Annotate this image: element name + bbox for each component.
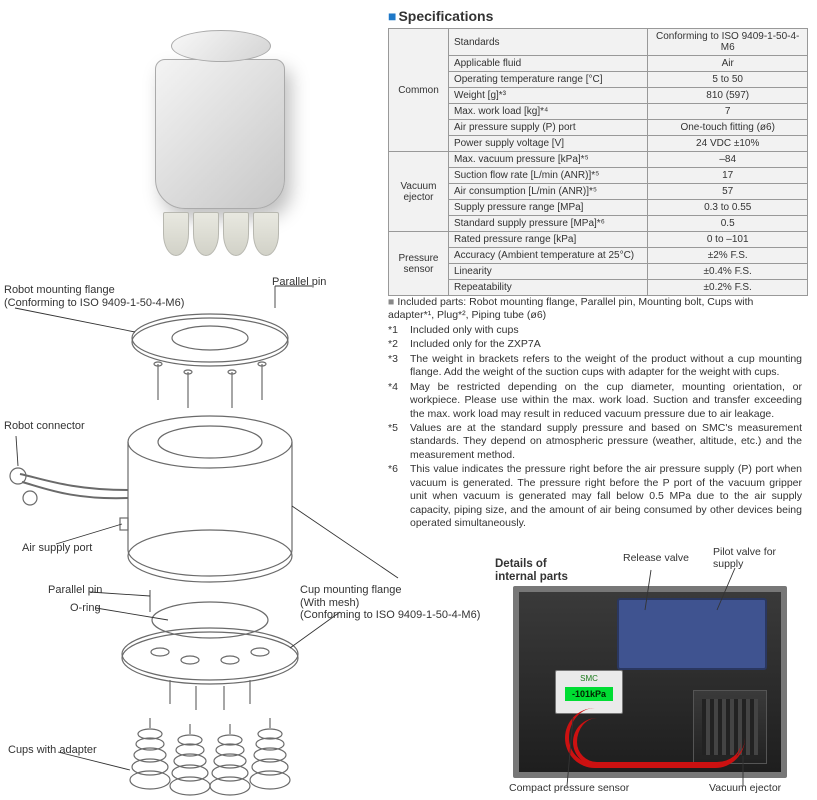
spec-row: Repeatability±0.2% F.S. bbox=[389, 280, 808, 296]
spec-row: Weight [g]*³810 (597) bbox=[389, 88, 808, 104]
spec-value: –84 bbox=[648, 152, 808, 168]
spec-row: Operating temperature range [°C]5 to 50 bbox=[389, 72, 808, 88]
spec-param: Max. vacuum pressure [kPa]*⁵ bbox=[448, 152, 647, 168]
spec-note: *6This value indicates the pressure righ… bbox=[388, 463, 802, 530]
spec-param: Applicable fluid bbox=[448, 56, 647, 72]
spec-param: Weight [g]*³ bbox=[448, 88, 647, 104]
spec-param: Linearity bbox=[448, 264, 647, 280]
spec-param: Air consumption [L/min (ANR)]*⁵ bbox=[448, 184, 647, 200]
spec-param: Rated pressure range [kPa] bbox=[448, 232, 647, 248]
spec-row: Power supply voltage [V]24 VDC ±10% bbox=[389, 136, 808, 152]
note-text: The weight in brackets refers to the wei… bbox=[410, 353, 802, 380]
exploded-diagram: Parallel pin Robot mounting flange (Conf… bbox=[0, 260, 400, 800]
spec-value: 0.3 to 0.55 bbox=[648, 200, 808, 216]
label-parallel-pin-bottom: Parallel pin bbox=[48, 584, 102, 597]
spec-note: *5Values are at the standard supply pres… bbox=[388, 422, 802, 462]
label-air-supply-port: Air supply port bbox=[22, 542, 92, 555]
label-robot-connector: Robot connector bbox=[4, 420, 85, 433]
label-vacuum-ejector: Vacuum ejector bbox=[709, 782, 781, 794]
square-bullet-icon: ■ bbox=[388, 8, 396, 24]
spec-notes: ■Included parts: Robot mounting flange, … bbox=[388, 296, 802, 530]
spec-param: Standard supply pressure [MPa]*⁶ bbox=[448, 216, 647, 232]
specifications-heading: ■Specifications bbox=[388, 8, 808, 24]
spec-row: Accuracy (Ambient temperature at 25°C)±2… bbox=[389, 248, 808, 264]
spec-value: ±0.2% F.S. bbox=[648, 280, 808, 296]
spec-param: Accuracy (Ambient temperature at 25°C) bbox=[448, 248, 647, 264]
spec-row: Vacuum ejectorMax. vacuum pressure [kPa]… bbox=[389, 152, 808, 168]
spec-value: Conforming to ISO 9409-1-50-4-M6 bbox=[648, 29, 808, 56]
label-compact-pressure-sensor: Compact pressure sensor bbox=[509, 782, 629, 794]
spec-row: Applicable fluidAir bbox=[389, 56, 808, 72]
spec-param: Supply pressure range [MPa] bbox=[448, 200, 647, 216]
spec-param: Repeatability bbox=[448, 280, 647, 296]
spec-value: 7 bbox=[648, 104, 808, 120]
spec-row: Max. work load [kg]*⁴7 bbox=[389, 104, 808, 120]
internal-parts-panel: Details ofinternal parts Release valve P… bbox=[495, 558, 809, 794]
spec-row: Linearity±0.4% F.S. bbox=[389, 264, 808, 280]
label-cup-mounting-flange: Cup mounting flange (With mesh) (Conform… bbox=[300, 584, 500, 622]
note-text: May be restricted depending on the cup d… bbox=[410, 381, 802, 421]
spec-value: 57 bbox=[648, 184, 808, 200]
gripper-cups bbox=[161, 212, 281, 256]
note-text: Included only with cups bbox=[410, 324, 519, 337]
label-o-ring: O-ring bbox=[70, 602, 101, 615]
product-photo bbox=[115, 10, 325, 258]
specifications-section: ■Specifications CommonStandardsConformin… bbox=[388, 8, 808, 296]
spec-param: Operating temperature range [°C] bbox=[448, 72, 647, 88]
spec-group-head: Common bbox=[389, 29, 449, 152]
spec-param: Air pressure supply (P) port bbox=[448, 120, 647, 136]
included-parts: ■Included parts: Robot mounting flange, … bbox=[388, 296, 802, 323]
spec-group-head: Vacuum ejector bbox=[389, 152, 449, 232]
spec-value: One-touch fitting (ø6) bbox=[648, 120, 808, 136]
spec-note: *3The weight in brackets refers to the w… bbox=[388, 353, 802, 380]
spec-value: 810 (597) bbox=[648, 88, 808, 104]
spec-row: Air consumption [L/min (ANR)]*⁵57 bbox=[389, 184, 808, 200]
spec-value: 0 to –101 bbox=[648, 232, 808, 248]
spec-value: 0.5 bbox=[648, 216, 808, 232]
spec-note: *4May be restricted depending on the cup… bbox=[388, 381, 802, 421]
spec-param: Standards bbox=[448, 29, 647, 56]
spec-value: 5 to 50 bbox=[648, 72, 808, 88]
spec-param: Power supply voltage [V] bbox=[448, 136, 647, 152]
spec-note: *2Included only for the ZXP7A bbox=[388, 338, 802, 351]
gripper-body bbox=[155, 59, 285, 209]
spec-value: Air bbox=[648, 56, 808, 72]
spec-value: ±2% F.S. bbox=[648, 248, 808, 264]
note-text: This value indicates the pressure right … bbox=[410, 463, 802, 530]
spec-value: 24 VDC ±10% bbox=[648, 136, 808, 152]
note-text: Included only for the ZXP7A bbox=[410, 338, 541, 351]
spec-row: Air pressure supply (P) portOne-touch fi… bbox=[389, 120, 808, 136]
spec-row: Standard supply pressure [MPa]*⁶0.5 bbox=[389, 216, 808, 232]
specifications-table: CommonStandardsConforming to ISO 9409-1-… bbox=[388, 28, 808, 296]
spec-value: ±0.4% F.S. bbox=[648, 264, 808, 280]
spec-note: *1Included only with cups bbox=[388, 324, 802, 337]
spec-row: Supply pressure range [MPa]0.3 to 0.55 bbox=[389, 200, 808, 216]
label-robot-mounting-flange: Robot mounting flange (Conforming to ISO… bbox=[4, 284, 194, 309]
spec-row: CommonStandardsConforming to ISO 9409-1-… bbox=[389, 29, 808, 56]
spec-param: Suction flow rate [L/min (ANR)]*⁵ bbox=[448, 168, 647, 184]
label-parallel-pin-top: Parallel pin bbox=[272, 276, 326, 289]
gripper-top-flange bbox=[171, 30, 271, 62]
spec-row: Pressure sensorRated pressure range [kPa… bbox=[389, 232, 808, 248]
spec-row: Suction flow rate [L/min (ANR)]*⁵17 bbox=[389, 168, 808, 184]
label-cups-with-adapter: Cups with adapter bbox=[8, 744, 97, 757]
spec-value: 17 bbox=[648, 168, 808, 184]
spec-param: Max. work load [kg]*⁴ bbox=[448, 104, 647, 120]
note-text: Values are at the standard supply pressu… bbox=[410, 422, 802, 462]
